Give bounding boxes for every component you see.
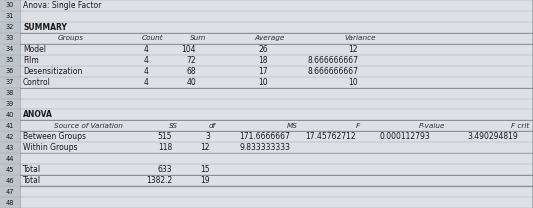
Text: 48: 48 xyxy=(6,199,14,206)
Text: 8.666666667: 8.666666667 xyxy=(307,56,358,65)
Text: 46: 46 xyxy=(6,178,14,184)
Text: 72: 72 xyxy=(187,56,196,65)
Text: 17: 17 xyxy=(259,67,268,76)
Text: Between Groups: Between Groups xyxy=(23,132,86,141)
Text: Sum: Sum xyxy=(190,35,206,41)
Text: SUMMARY: SUMMARY xyxy=(23,23,67,32)
Text: 42: 42 xyxy=(6,134,14,140)
Text: 12: 12 xyxy=(200,143,210,152)
Text: F: F xyxy=(356,123,360,129)
Text: 26: 26 xyxy=(259,45,268,54)
Text: SS: SS xyxy=(168,123,177,129)
Text: 4: 4 xyxy=(143,56,148,65)
Bar xyxy=(0,77,20,88)
Bar xyxy=(0,44,20,55)
Text: 43: 43 xyxy=(6,145,14,151)
Text: 31: 31 xyxy=(6,14,14,19)
Bar xyxy=(0,131,20,142)
Text: 8.666666667: 8.666666667 xyxy=(307,67,358,76)
Bar xyxy=(0,11,20,22)
Text: Desensitization: Desensitization xyxy=(23,67,83,76)
Text: Anova: Single Factor: Anova: Single Factor xyxy=(23,1,101,10)
Text: 104: 104 xyxy=(182,45,196,54)
Text: Average: Average xyxy=(255,35,285,41)
Text: Groups: Groups xyxy=(58,35,84,41)
Bar xyxy=(0,120,20,131)
Text: 18: 18 xyxy=(259,56,268,65)
Text: Count: Count xyxy=(141,35,163,41)
Bar xyxy=(0,33,20,44)
Text: 44: 44 xyxy=(6,156,14,162)
Text: 38: 38 xyxy=(6,90,14,96)
Text: 3: 3 xyxy=(205,132,210,141)
Text: Model: Model xyxy=(23,45,46,54)
Text: 1382.2: 1382.2 xyxy=(146,176,172,185)
Text: 19: 19 xyxy=(200,176,210,185)
Text: MS: MS xyxy=(287,123,297,129)
Text: 633: 633 xyxy=(157,165,172,174)
Text: 9.833333333: 9.833333333 xyxy=(239,143,290,152)
Text: 30: 30 xyxy=(6,2,14,9)
Bar xyxy=(0,142,20,153)
Text: 4: 4 xyxy=(143,45,148,54)
Text: 39: 39 xyxy=(6,101,14,107)
Bar xyxy=(0,99,20,109)
Bar xyxy=(0,175,20,186)
Text: Total: Total xyxy=(23,176,41,185)
Text: 41: 41 xyxy=(6,123,14,129)
Text: 515: 515 xyxy=(157,132,172,141)
Text: 4: 4 xyxy=(143,78,148,87)
Text: 40: 40 xyxy=(6,112,14,118)
Text: 171.6666667: 171.6666667 xyxy=(239,132,290,141)
Text: F crit: F crit xyxy=(511,123,529,129)
Text: Film: Film xyxy=(23,56,39,65)
Bar xyxy=(0,197,20,208)
Text: 33: 33 xyxy=(6,35,14,41)
Text: 34: 34 xyxy=(6,46,14,52)
Text: Source of Variation: Source of Variation xyxy=(53,123,123,129)
Text: Within Groups: Within Groups xyxy=(23,143,77,152)
Bar xyxy=(0,109,20,120)
Text: 10: 10 xyxy=(349,78,358,87)
Text: Total: Total xyxy=(23,165,41,174)
Text: 3.490294819: 3.490294819 xyxy=(467,132,518,141)
Text: 37: 37 xyxy=(6,79,14,85)
Text: 118: 118 xyxy=(158,143,172,152)
Text: ANOVA: ANOVA xyxy=(23,110,53,119)
Bar xyxy=(0,22,20,33)
Text: Control: Control xyxy=(23,78,51,87)
Bar xyxy=(0,66,20,77)
Text: 4: 4 xyxy=(143,67,148,76)
Bar xyxy=(0,164,20,175)
Text: df: df xyxy=(208,123,215,129)
Bar xyxy=(0,153,20,164)
Text: 32: 32 xyxy=(6,24,14,30)
Text: 68: 68 xyxy=(187,67,196,76)
Text: 10: 10 xyxy=(259,78,268,87)
Bar xyxy=(0,0,20,11)
Text: 40: 40 xyxy=(186,78,196,87)
Text: 12: 12 xyxy=(349,45,358,54)
Bar xyxy=(0,55,20,66)
Text: 35: 35 xyxy=(6,57,14,63)
Text: 45: 45 xyxy=(6,167,14,173)
Text: 36: 36 xyxy=(6,68,14,74)
Text: 47: 47 xyxy=(6,189,14,194)
Text: Variance: Variance xyxy=(344,35,376,41)
Bar xyxy=(0,88,20,99)
Text: P-value: P-value xyxy=(419,123,445,129)
Text: 15: 15 xyxy=(200,165,210,174)
Text: 0.000112793: 0.000112793 xyxy=(379,132,430,141)
Bar xyxy=(0,186,20,197)
Text: 17.45762712: 17.45762712 xyxy=(305,132,356,141)
